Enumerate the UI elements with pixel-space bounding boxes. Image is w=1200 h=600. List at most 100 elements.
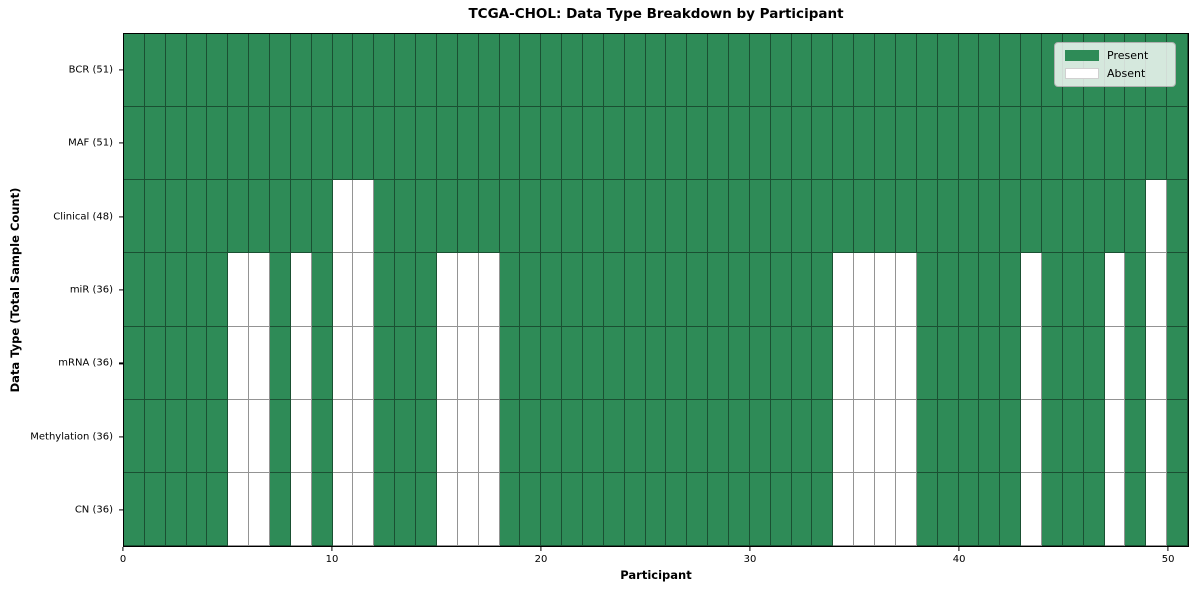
heatmap-cell bbox=[186, 326, 208, 400]
heatmap-cell bbox=[666, 34, 688, 108]
heatmap-cell bbox=[833, 180, 855, 254]
heatmap-cell bbox=[249, 180, 271, 254]
heatmap-cell bbox=[749, 107, 771, 181]
heatmap-cell bbox=[353, 107, 375, 181]
heatmap-cell bbox=[770, 180, 792, 254]
heatmap-cell bbox=[186, 34, 208, 108]
heatmap-cell bbox=[1125, 326, 1147, 400]
heatmap-cell bbox=[144, 399, 166, 473]
heatmap-cell bbox=[666, 399, 688, 473]
heatmap-cell bbox=[1021, 253, 1042, 327]
heatmap-cell bbox=[916, 34, 938, 108]
heatmap-cell bbox=[499, 180, 521, 254]
heatmap-cell bbox=[416, 34, 437, 108]
heatmap-cell bbox=[1062, 326, 1084, 400]
heatmap-cell bbox=[582, 399, 604, 473]
heatmap-cell bbox=[228, 253, 250, 327]
heatmap-cell bbox=[979, 399, 1001, 473]
heatmap-cell bbox=[1104, 326, 1126, 400]
heatmap-cell bbox=[729, 34, 750, 108]
heatmap-cell bbox=[791, 180, 813, 254]
heatmap-cell bbox=[749, 326, 771, 400]
heatmap-cell bbox=[416, 180, 437, 254]
heatmap-cell bbox=[353, 253, 375, 327]
heatmap-cell bbox=[687, 326, 709, 400]
heatmap-cell bbox=[270, 326, 291, 400]
heatmap-cell bbox=[812, 107, 834, 181]
heatmap-cell bbox=[124, 472, 145, 546]
heatmap-cell bbox=[916, 180, 938, 254]
heatmap-cell bbox=[541, 107, 563, 181]
legend-entry-present: Present bbox=[1065, 49, 1167, 62]
heatmap-cell bbox=[895, 107, 917, 181]
heatmap-cell bbox=[1000, 399, 1022, 473]
heatmap-cell bbox=[1021, 472, 1042, 546]
heatmap-cell bbox=[666, 472, 688, 546]
heatmap-cell bbox=[499, 107, 521, 181]
heatmap-cell bbox=[165, 180, 187, 254]
heatmap-cell bbox=[207, 107, 229, 181]
heatmap-cell bbox=[791, 472, 813, 546]
heatmap-cell bbox=[499, 399, 521, 473]
heatmap-cell bbox=[937, 326, 959, 400]
heatmap-cell bbox=[374, 180, 396, 254]
heatmap-cell bbox=[374, 34, 396, 108]
heatmap-cell bbox=[895, 472, 917, 546]
heatmap-cell bbox=[603, 107, 625, 181]
heatmap-cell bbox=[937, 253, 959, 327]
x-tick-mark bbox=[1167, 547, 1169, 551]
heatmap-cell bbox=[478, 107, 500, 181]
heatmap-cell bbox=[186, 107, 208, 181]
heatmap-cell bbox=[395, 472, 417, 546]
heatmap-cell bbox=[854, 399, 876, 473]
heatmap-cell bbox=[270, 253, 291, 327]
x-tick-label: 40 bbox=[952, 554, 966, 565]
y-tick-label: mRNA (36) bbox=[58, 357, 113, 369]
heatmap-cell bbox=[1062, 399, 1084, 473]
heatmap-cell bbox=[1125, 180, 1147, 254]
y-tick-mark bbox=[119, 69, 123, 71]
x-tick-mark bbox=[122, 547, 124, 551]
heatmap-cell bbox=[729, 472, 750, 546]
heatmap-cell bbox=[1062, 253, 1084, 327]
heatmap-cell bbox=[562, 326, 583, 400]
heatmap-cell bbox=[520, 472, 542, 546]
heatmap-cell bbox=[1146, 253, 1168, 327]
heatmap-cell bbox=[749, 253, 771, 327]
heatmap-cell bbox=[1167, 180, 1188, 254]
heatmap-cell bbox=[228, 34, 250, 108]
heatmap-cell bbox=[436, 34, 458, 108]
heatmap-cell bbox=[1146, 472, 1168, 546]
y-tick-label: Clinical (48) bbox=[53, 211, 113, 223]
heatmap-cell bbox=[1104, 107, 1126, 181]
heatmap-cell bbox=[290, 180, 312, 254]
heatmap-cell bbox=[144, 326, 166, 400]
x-axis-ticks: 0 10 20 30 40 50 bbox=[120, 547, 1189, 571]
heatmap-cell bbox=[395, 326, 417, 400]
heatmap-cell bbox=[541, 472, 563, 546]
heatmap-cell bbox=[436, 253, 458, 327]
heatmap-cell bbox=[1000, 326, 1022, 400]
heatmap-cell bbox=[1167, 472, 1188, 546]
heatmap-cell bbox=[791, 399, 813, 473]
y-tick-mark bbox=[119, 362, 123, 365]
heatmap-cell bbox=[144, 180, 166, 254]
heatmap-cell bbox=[1041, 326, 1063, 400]
heatmap-cell bbox=[311, 399, 333, 473]
heatmap-cell bbox=[979, 472, 1001, 546]
heatmap-cell bbox=[124, 253, 145, 327]
heatmap-cell bbox=[499, 472, 521, 546]
heatmap-cell bbox=[395, 180, 417, 254]
heatmap-cell bbox=[332, 34, 354, 108]
heatmap-cell bbox=[603, 253, 625, 327]
heatmap-cell bbox=[165, 472, 187, 546]
heatmap-cell bbox=[416, 326, 437, 400]
heatmap-cell bbox=[582, 107, 604, 181]
heatmap-cell bbox=[1062, 180, 1084, 254]
heatmap-cell bbox=[1083, 326, 1105, 400]
heatmap-cell bbox=[311, 180, 333, 254]
heatmap-cell bbox=[207, 326, 229, 400]
heatmap-cell bbox=[645, 253, 667, 327]
heatmap-cell bbox=[165, 253, 187, 327]
heatmap-cell bbox=[207, 472, 229, 546]
